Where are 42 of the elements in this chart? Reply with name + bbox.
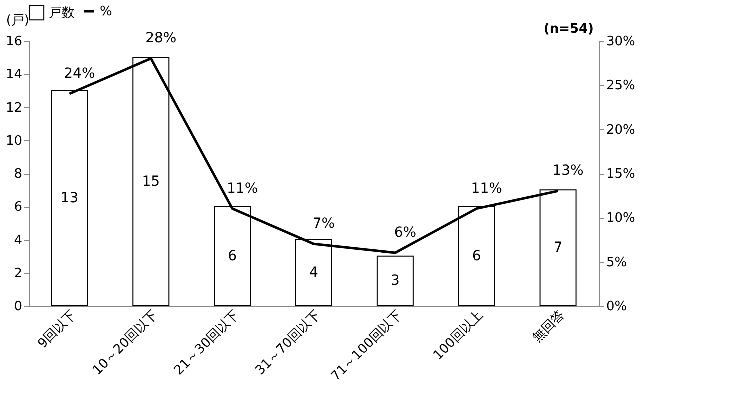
data-label: 6% <box>394 225 417 241</box>
y-tick-label: 14 <box>6 68 22 83</box>
x-tick-label: 無回答 <box>530 308 568 346</box>
y2-tick-label: 25% <box>606 78 636 94</box>
y2-tick-label: 10% <box>606 211 636 226</box>
y-tick-label: 8 <box>14 167 22 182</box>
bar <box>376 256 414 306</box>
y-tick-label: 0 <box>14 300 22 314</box>
y2-tick-label: 20% <box>606 122 636 138</box>
x-tick-label: 21～30回以下 <box>172 308 242 379</box>
data-label: 7 <box>554 240 563 256</box>
y2-tick-label: 5% <box>606 255 628 270</box>
x-tick-label: 31～70回以下 <box>253 308 324 379</box>
data-label: 11% <box>227 180 258 197</box>
y-axis-title: (戸) <box>6 14 30 28</box>
text: (n=54) <box>544 22 594 37</box>
x-tick-label: 10～20回以下 <box>90 308 162 379</box>
data-label: 15 <box>142 174 160 190</box>
y2-tick-label: 0% <box>606 300 628 314</box>
y-tick-label: 4 <box>14 233 22 248</box>
data-label: 28% <box>146 30 177 47</box>
data-label: 4 <box>310 264 319 281</box>
data-label: 13% <box>552 163 584 180</box>
y-tick-label: 16 <box>6 34 22 50</box>
y-tick-label: 2 <box>14 266 22 282</box>
data-label: 3 <box>390 273 400 290</box>
y-tick-label: 10 <box>6 134 22 149</box>
x-tick-label: 71～100回以下 <box>328 308 406 384</box>
x-tick-label: 9回以下 <box>36 308 80 352</box>
data-label: 13 <box>60 190 79 206</box>
data-label: 7% <box>312 216 336 232</box>
y-tick-label: 12 <box>6 100 22 116</box>
y2-tick-label: 15% <box>606 167 636 182</box>
y-tick-label: 6 <box>14 200 22 216</box>
data-label: 6 <box>228 248 238 264</box>
legend-label: 戸数 <box>49 6 75 21</box>
legend-label: % <box>100 4 112 20</box>
data-label: 24% <box>64 66 96 82</box>
data-label: 6 <box>472 248 482 264</box>
x-tick-label: 100回以上 <box>431 308 487 364</box>
data-label: 11% <box>471 180 502 197</box>
y2-tick-label: 30% <box>606 34 636 50</box>
